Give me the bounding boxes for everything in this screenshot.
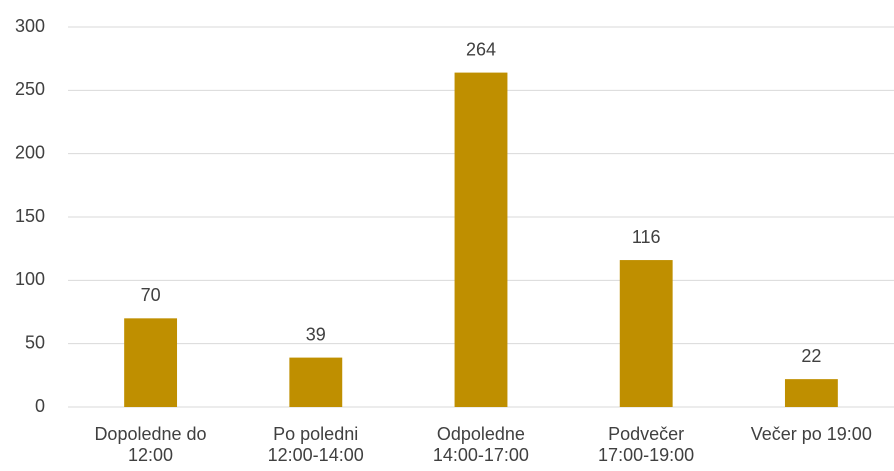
- bar: [454, 72, 508, 407]
- bar: [619, 260, 673, 407]
- y-tick-label: 200: [15, 142, 45, 162]
- data-label: 39: [306, 324, 326, 344]
- data-label: 22: [801, 346, 821, 366]
- x-tick-label: Podvečer 17:00-19:00: [598, 424, 695, 465]
- x-tick-label: Odpoledne 14:00-17:00: [432, 424, 529, 465]
- y-tick-label: 150: [15, 206, 45, 226]
- x-tick-label: Po poledni 12:00-14:00: [267, 424, 364, 465]
- bar: [784, 379, 838, 407]
- x-tick-label: Dopoledne do 12:00: [94, 424, 207, 465]
- y-tick-label: 50: [25, 332, 45, 352]
- bar: [124, 318, 178, 407]
- bar: [289, 357, 343, 407]
- y-tick-label: 100: [15, 269, 45, 289]
- data-label: 264: [466, 39, 496, 59]
- x-tick-label: Večer po 19:00: [750, 424, 872, 444]
- y-tick-label: 300: [15, 16, 45, 36]
- data-label: 116: [632, 227, 661, 247]
- data-label: 70: [141, 285, 161, 305]
- y-tick-label: 0: [35, 396, 45, 416]
- y-tick-label: 250: [15, 79, 45, 99]
